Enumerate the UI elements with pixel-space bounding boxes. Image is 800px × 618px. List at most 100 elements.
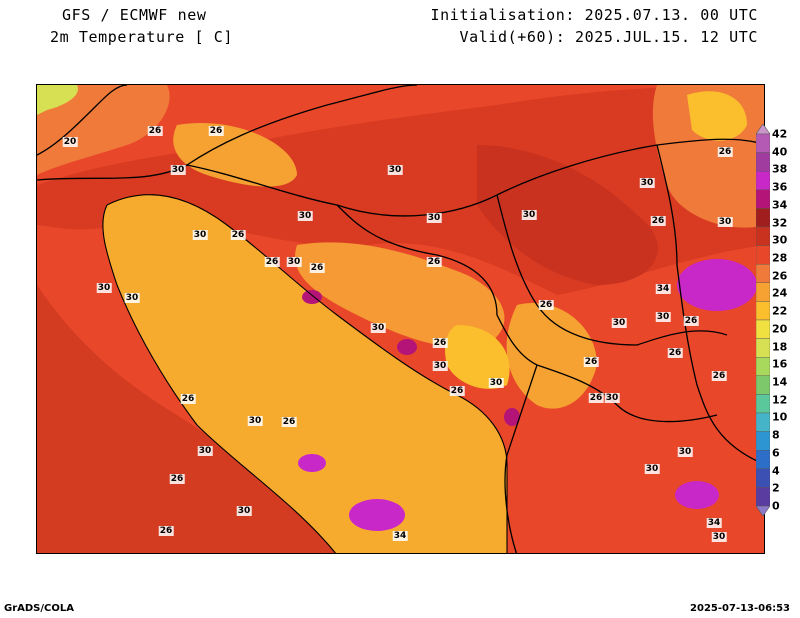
extreme-heat-bulgaria — [677, 259, 757, 311]
colorbar — [756, 124, 770, 516]
colorbar-tick-label: 16 — [772, 357, 788, 371]
heat-spot-apulia — [298, 454, 326, 472]
colorbar-segment — [756, 245, 770, 265]
colorbar-segment — [756, 152, 770, 172]
contour-label: 30 — [639, 178, 655, 188]
colorbar-tick-label: 22 — [772, 304, 788, 318]
contour-label: 30 — [521, 210, 537, 220]
contour-label: 30 — [96, 283, 112, 293]
colorbar-tick-label: 4 — [772, 464, 780, 478]
heat-spot-mostar — [397, 339, 417, 355]
contour-label: 30 — [644, 464, 660, 474]
warm-patch-albania — [506, 303, 597, 409]
colorbar-segment — [756, 338, 770, 358]
contour-label: 26 — [426, 257, 442, 267]
colorbar-segment — [756, 431, 770, 451]
contour-label: 30 — [170, 165, 186, 175]
contour-label: 30 — [717, 217, 733, 227]
colorbar-tick-label: 24 — [772, 286, 788, 300]
border-austria — [37, 85, 418, 181]
colorbar-segment — [756, 282, 770, 302]
border-alps — [37, 85, 128, 156]
contour-label: 20 — [62, 137, 78, 147]
variable-title: 2m Temperature [ C] — [50, 28, 233, 46]
colorbar-tick-label: 8 — [772, 428, 780, 442]
colorbar-segment — [756, 412, 770, 432]
contour-label: 26 — [538, 300, 554, 310]
cool-patch-alps — [37, 85, 78, 115]
contour-label: 30 — [370, 323, 386, 333]
heat-spot-albania — [504, 408, 520, 426]
contour-label: 34 — [706, 518, 722, 528]
contour-label: 30 — [432, 361, 448, 371]
warm-patch-slovenia — [173, 123, 297, 187]
colorbar-tick-label: 28 — [772, 251, 788, 265]
colorbar-segment — [756, 301, 770, 321]
generated-timestamp: 2025-07-13-06:53 — [690, 603, 790, 614]
valid-time: Valid(+60): 2025.JUL.15. 12 UTC — [459, 28, 758, 46]
contour-label: 30 — [677, 447, 693, 457]
contour-label: 30 — [192, 230, 208, 240]
colorbar-tick-label: 18 — [772, 340, 788, 354]
colorbar-segment — [756, 468, 770, 488]
hot-region-serbia — [477, 145, 658, 285]
extreme-heat-greece — [675, 481, 719, 509]
contour-label: 34 — [392, 531, 408, 541]
contour-label: 26 — [180, 394, 196, 404]
colorbar-segment — [756, 356, 770, 376]
warm-patch-bosnia — [295, 242, 505, 348]
colorbar-tick-label: 6 — [772, 446, 780, 460]
contour-label: 30 — [711, 532, 727, 542]
colorbar-tick-label: 36 — [772, 180, 788, 194]
colorbar-tick-label: 32 — [772, 216, 788, 230]
colorbar-tick-label: 20 — [772, 322, 788, 336]
contour-label: 26 — [711, 371, 727, 381]
colorbar-tick-label: 42 — [772, 127, 788, 141]
contour-label: 26 — [432, 338, 448, 348]
contour-label: 30 — [247, 416, 263, 426]
contour-label: 26 — [158, 526, 174, 536]
contour-label: 26 — [583, 357, 599, 367]
contour-label: 30 — [488, 378, 504, 388]
border-macedonia — [536, 364, 718, 423]
heat-spot-croatia — [302, 290, 322, 304]
contour-label: 30 — [236, 506, 252, 516]
colorbar-segment — [756, 394, 770, 414]
colorbar-tick-label: 14 — [772, 375, 788, 389]
contour-label: 26 — [169, 474, 185, 484]
contour-label: 26 — [281, 417, 297, 427]
coastline-italy — [102, 204, 337, 553]
map-field — [37, 85, 764, 553]
coastline-balkan — [106, 194, 508, 553]
colorbar-segment — [756, 226, 770, 246]
contour-label: 26 — [309, 263, 325, 273]
contour-label: 26 — [147, 126, 163, 136]
colorbar-tick-label: 26 — [772, 269, 788, 283]
colorbar-segment — [756, 208, 770, 228]
contour-label: 30 — [387, 165, 403, 175]
cool-region-alps — [37, 85, 170, 175]
hot-region-italy — [37, 285, 484, 553]
contour-label: 26 — [449, 386, 465, 396]
contour-label: 30 — [286, 257, 302, 267]
colorbar-cap-bottom — [756, 505, 770, 516]
model-title: GFS / ECMWF new — [62, 6, 207, 24]
colorbar-segment — [756, 263, 770, 283]
border-serbia — [496, 194, 728, 346]
adriatic-sea — [102, 194, 507, 553]
colorbar-segment — [756, 319, 770, 339]
colorbar-tick-label: 10 — [772, 410, 788, 424]
contour-label: 30 — [611, 318, 627, 328]
colorbar-tick-label: 34 — [772, 198, 788, 212]
border-albania-greece — [504, 364, 538, 553]
colorbar-tick-label: 38 — [772, 162, 788, 176]
contour-label: 26 — [650, 216, 666, 226]
colorbar-segment — [756, 133, 770, 153]
colorbar-segment — [756, 375, 770, 395]
contour-label: 26 — [683, 316, 699, 326]
contour-label: 30 — [426, 213, 442, 223]
contour-label: 30 — [297, 211, 313, 221]
contour-label: 30 — [604, 393, 620, 403]
contour-label: 26 — [230, 230, 246, 240]
border-bosnia — [336, 204, 538, 366]
